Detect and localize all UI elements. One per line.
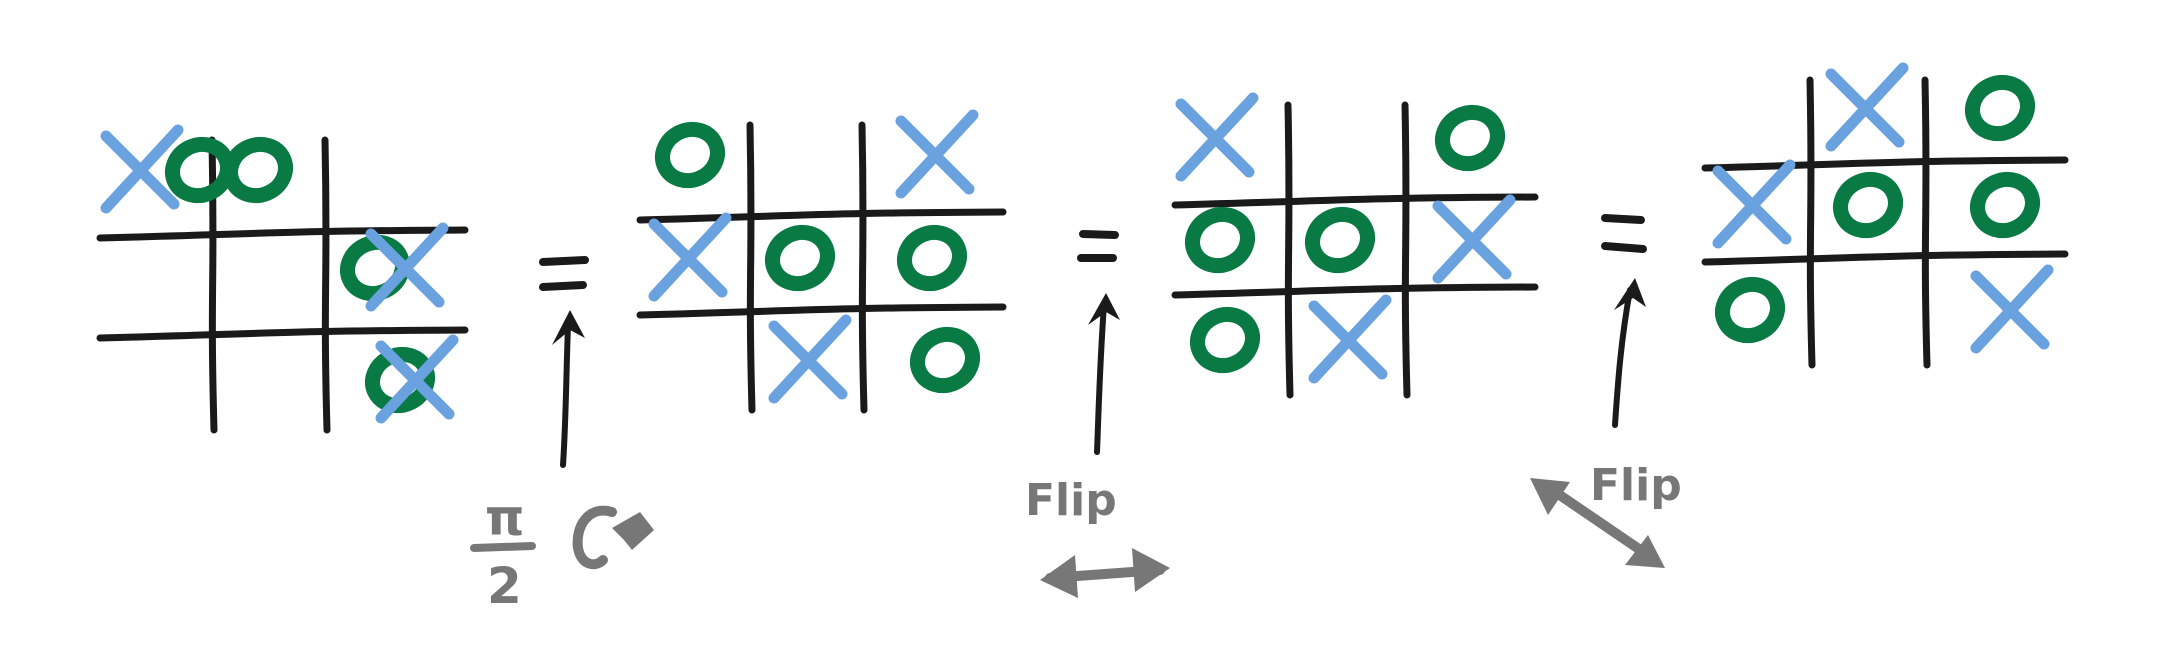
grid-vertical-line: [746, 121, 756, 414]
x-mark: [1432, 194, 1516, 284]
rotation-numerator: π: [485, 489, 525, 547]
x-mark: [1308, 294, 1392, 384]
o-mark: [1833, 171, 1903, 239]
horizontal-double-arrow-icon: [1040, 548, 1170, 598]
diagonal-double-arrow-icon: [1530, 478, 1665, 568]
o-mark: [165, 136, 235, 204]
o-mark: [1435, 104, 1505, 172]
o-mark: [765, 224, 835, 292]
grid-vertical-line: [1921, 76, 1931, 369]
rotation-denominator-text: 2: [487, 557, 522, 615]
grid-vertical-line: [1401, 101, 1411, 399]
o-mark: [910, 326, 980, 394]
flip-label-1: Flip: [1025, 475, 1117, 526]
grid-horizontal-line: [1701, 156, 2069, 172]
x-mark: [1970, 264, 2054, 354]
x-mark: [768, 314, 852, 404]
arrow-up-3: [1612, 278, 1646, 428]
tic-tac-toe-board-2: [636, 109, 1007, 414]
grid-vertical-line: [858, 121, 868, 414]
grid-horizontal-line: [1171, 283, 1539, 299]
transform-flip-horizontal: Flip: [1025, 475, 1170, 598]
x-mark: [895, 109, 979, 199]
fraction-bar: [470, 542, 536, 552]
o-mark: [1185, 206, 1255, 274]
tic-tac-toe-board-4: [1701, 62, 2069, 369]
x-mark: [1712, 159, 1796, 249]
x-mark: [1825, 62, 1909, 152]
grid-vertical-line: [1284, 101, 1294, 399]
transform-rotation: π Flip 2: [470, 489, 654, 615]
o-mark: [1970, 171, 2040, 239]
o-mark: [1305, 206, 1375, 274]
boards-group: [96, 62, 2069, 434]
flip-label-2: Flip: [1590, 460, 1682, 511]
rotate-clockwise-icon: [572, 505, 654, 570]
arrow-up-1: [552, 310, 585, 468]
x-mark: [648, 212, 732, 302]
x-mark: [375, 334, 459, 424]
grid-horizontal-line: [96, 326, 469, 342]
grid-vertical-line: [1806, 76, 1816, 369]
x-mark: [365, 222, 449, 312]
grid-horizontal-line: [96, 226, 469, 242]
grid-horizontal-line: [636, 208, 1007, 224]
o-mark: [897, 224, 967, 292]
x-mark: [100, 124, 184, 214]
transform-flip-diagonal: Flip: [1530, 460, 1682, 568]
grid-vertical-line: [321, 136, 331, 434]
o-mark: [1190, 306, 1260, 374]
equals-sign-2: [1077, 230, 1119, 262]
grid-horizontal-line: [1171, 193, 1539, 209]
grid-horizontal-line: [636, 303, 1007, 319]
o-mark: [223, 136, 293, 204]
grid-horizontal-line: [1701, 250, 2069, 266]
equals-sign-1: [539, 256, 589, 291]
tic-tac-toe-board-1: [96, 124, 469, 434]
tic-tac-toe-board-3: [1171, 92, 1539, 399]
o-mark: [1965, 74, 2035, 142]
o-mark: [1715, 276, 1785, 344]
x-mark: [1175, 92, 1259, 182]
equals-sign-3: [1601, 214, 1647, 253]
arrow-up-2: [1088, 293, 1120, 455]
o-mark: [655, 121, 725, 189]
